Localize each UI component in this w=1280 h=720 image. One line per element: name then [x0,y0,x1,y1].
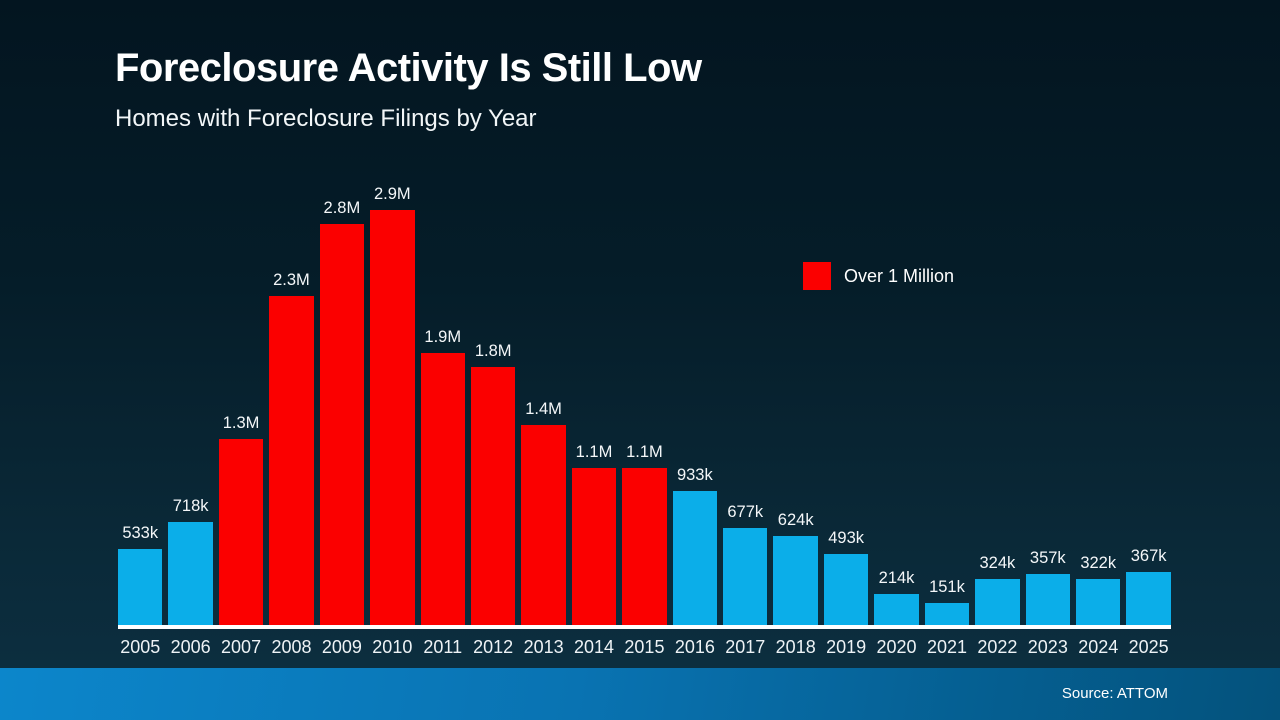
bar-value-label: 322k [1080,554,1117,572]
bar-2015 [622,468,667,625]
bar-2020 [874,594,919,625]
footer-band: Source: ATTOM [0,668,1280,720]
x-axis-label-2018: 2018 [775,637,816,657]
bar-2010 [370,210,415,625]
source-attribution: Source: ATTOM [1061,685,1168,702]
bar-value-label: 1.1M [575,443,613,461]
bar-value-label: 357k [1029,549,1066,567]
bar-group-2023: 357k [1025,549,1071,625]
x-axis-label-2007: 2007 [221,637,262,657]
bar-group-2015: 1.1M [622,443,667,625]
bar-group-2017: 677k [723,503,768,625]
bar-group-2020: 214k [874,569,919,625]
bar-2022 [975,579,1020,625]
chart-plot-area: 533k 718k 1.3M 2.3M 2.8M 2.9M 1.9M 1.8M 1.4M 1.1M… [118,185,1171,629]
x-axis-label-2016: 2016 [674,637,715,657]
chart-subtitle: Homes with Foreclosure Filings by Year [115,105,537,132]
x-axis-label-2009: 2009 [321,637,362,657]
bar-value-label: 324k [979,554,1016,572]
bar-value-label: 933k [676,466,713,484]
bar-group-2019: 493k [823,529,869,625]
bar-group-2011: 1.9M [420,328,465,625]
x-axis-label-2008: 2008 [271,637,312,657]
bar-value-label: 151k [929,578,965,596]
bar-2013 [521,425,566,625]
bar-value-label: 1.1M [626,443,663,461]
bar-2025 [1126,572,1171,625]
bar-2012 [470,367,516,625]
bar-2023 [1025,574,1071,625]
bar-value-label: 1.8M [474,342,512,360]
bar-value-label: 533k [122,524,159,542]
bar-value-label: 214k [878,569,915,587]
bar-value-label: 493k [828,529,864,547]
bar-group-2025: 367k [1126,547,1171,625]
legend-label: Over 1 Million [844,265,955,286]
bar-value-label: 2.9M [373,185,411,203]
bar-2009 [319,224,365,625]
bar-2006 [168,522,213,625]
bar-2008 [269,296,314,625]
bar-value-label: 677k [727,503,764,521]
bar-value-label: 624k [777,511,814,529]
bar-chart: 533k 718k 1.3M 2.3M 2.8M 2.9M 1.9M 1.8M 1.4M 1.1M… [118,185,1171,658]
bar-2014 [571,468,617,625]
x-axis-label-2010: 2010 [372,637,413,657]
legend-red-swatch [803,262,831,290]
bar-group-2014: 1.1M [571,443,617,625]
bar-2019 [823,554,869,625]
bar-2021 [924,603,970,625]
x-axis-label-2020: 2020 [876,637,917,657]
bar-group-2006: 718k [168,497,213,625]
bar-value-label: 1.3M [222,414,260,432]
bar-group-2012: 1.8M [470,342,516,625]
x-axis-label-2011: 2011 [423,637,463,657]
bar-2005 [118,549,163,625]
x-axis-label-2017: 2017 [725,637,766,657]
chart-x-axis: 2005 2006 2007 2008 2009 2010 2011 2012 2013 2014… [118,637,1171,658]
x-axis-label-2006: 2006 [170,637,211,657]
bar-value-label: 1.9M [424,328,462,346]
x-axis-label-2024: 2024 [1078,637,1119,657]
bar-2017 [723,528,768,625]
bar-2016 [672,491,718,625]
bar-value-label: 2.8M [323,199,361,217]
bar-group-2022: 324k [975,554,1020,625]
x-axis-label-2021: 2021 [926,637,967,657]
x-axis-label-2014: 2014 [573,637,615,657]
bar-value-label: 2.3M [273,271,310,289]
bar-group-2013: 1.4M [521,400,566,625]
bar-group-2024: 322k [1076,554,1121,625]
bar-value-label: 367k [1130,547,1167,565]
x-axis-label-2023: 2023 [1027,637,1068,657]
legend: Over 1 Million [803,262,954,290]
bar-group-2021: 151k [924,578,970,625]
bar-group-2010: 2.9M [370,185,415,625]
x-axis-label-2025: 2025 [1128,637,1169,657]
x-axis-label-2005: 2005 [120,637,161,657]
bar-2011 [420,353,465,625]
x-axis-label-2012: 2012 [473,637,514,657]
bar-group-2007: 1.3M [218,414,264,625]
x-axis-label-2022: 2022 [977,637,1018,657]
bar-value-label: 718k [172,497,209,515]
page-title: Foreclosure Activity Is Still Low [115,46,702,90]
bar-group-2009: 2.8M [319,199,365,625]
bar-value-label: 1.4M [525,400,562,418]
x-axis-label-2019: 2019 [826,637,867,657]
bar-2024 [1076,579,1121,625]
bar-group-2005: 533k [118,524,163,625]
bar-2018 [773,536,818,625]
x-axis-label-2015: 2015 [624,637,665,657]
x-axis-label-2013: 2013 [523,637,564,657]
bar-group-2018: 624k [773,511,818,625]
bar-group-2016: 933k [672,466,718,625]
bar-group-2008: 2.3M [269,271,314,625]
bar-2007 [218,439,264,625]
